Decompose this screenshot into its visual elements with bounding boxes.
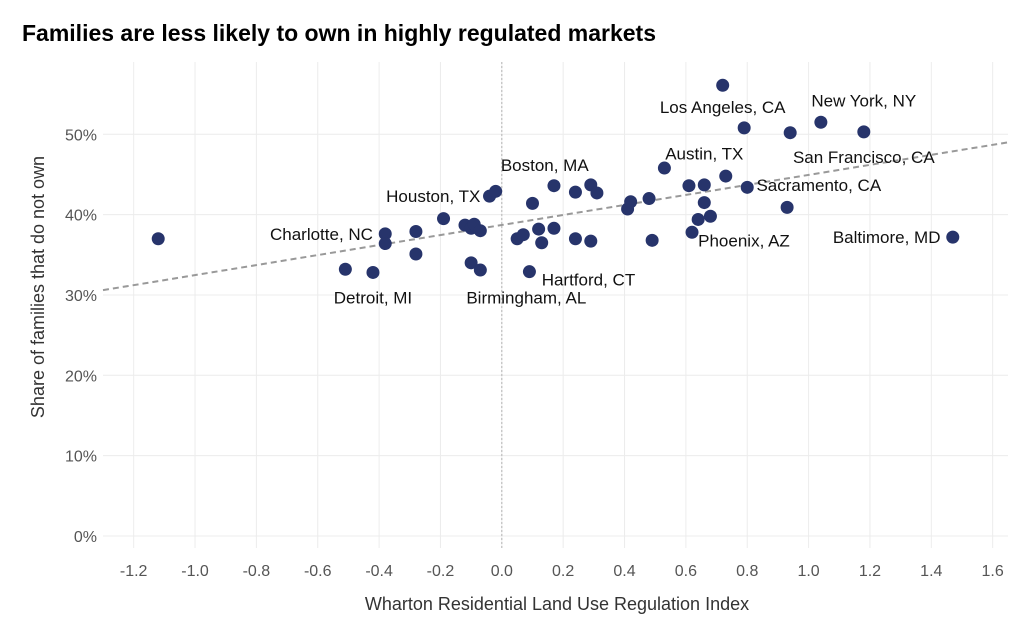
data-point	[437, 212, 451, 226]
data-point	[489, 184, 503, 198]
point-label: Hartford, CT	[542, 271, 636, 290]
annotations-layer: Los Angeles, CA New York, NY Austin, TX San…	[270, 92, 941, 308]
x-tick-label: 0.0	[491, 563, 513, 580]
point-label: Houston, TX	[386, 187, 480, 206]
data-point	[645, 233, 659, 247]
data-point	[685, 225, 699, 239]
x-tick-label: 1.0	[797, 563, 819, 580]
x-tick-label: -0.6	[304, 563, 332, 580]
data-point	[409, 247, 423, 261]
data-point	[522, 265, 536, 279]
data-point	[366, 265, 380, 279]
chart-title: Families are less likely to own in highl…	[22, 20, 657, 46]
x-tick-label: 1.4	[920, 563, 942, 580]
data-point	[568, 232, 582, 246]
data-point	[719, 169, 733, 183]
point-label: Sacramento, CA	[756, 176, 881, 195]
point-label: Baltimore, MD	[833, 228, 941, 247]
data-point	[682, 179, 696, 193]
x-tick-label: -0.8	[243, 563, 271, 580]
point-label: Charlotte, NC	[270, 225, 373, 244]
data-point	[697, 178, 711, 192]
data-point	[697, 196, 711, 210]
y-tick-label: 20%	[65, 368, 97, 385]
data-point	[409, 224, 423, 238]
x-tick-label: -1.0	[181, 563, 209, 580]
point-label: Los Angeles, CA	[660, 98, 786, 117]
data-point	[780, 200, 794, 214]
data-point	[737, 121, 751, 135]
point-label: Birmingham, AL	[466, 288, 586, 307]
data-point	[703, 209, 717, 223]
data-point	[547, 179, 561, 193]
data-point	[378, 227, 392, 241]
data-point	[464, 256, 478, 270]
data-point	[516, 228, 530, 242]
data-point	[740, 180, 754, 194]
x-tick-label: 0.6	[675, 563, 697, 580]
data-point	[642, 192, 656, 206]
y-axis-label: Share of families that do not own	[28, 156, 48, 418]
data-point	[657, 161, 671, 175]
data-point	[568, 185, 582, 199]
grid-layer	[103, 62, 1008, 548]
data-point	[378, 237, 392, 251]
x-tick-label: -0.2	[427, 563, 455, 580]
data-point	[590, 186, 604, 200]
point-label: Detroit, MI	[334, 288, 412, 307]
x-tick-label: 1.2	[859, 563, 881, 580]
data-point	[783, 126, 797, 140]
data-point	[473, 263, 487, 277]
trendline	[102, 141, 1009, 292]
y-tick-label: 0%	[74, 529, 97, 546]
x-tick-label: 1.6	[982, 563, 1004, 580]
data-point	[857, 125, 871, 139]
ticks-layer: -1.2 -1.0 -0.8 -0.6 -0.4 -0.2 0.0 0.2 0.4 0.6 0.8 1…	[65, 127, 1004, 580]
data-point	[691, 212, 705, 226]
x-tick-label: 0.2	[552, 563, 574, 580]
y-tick-label: 50%	[65, 127, 97, 144]
y-tick-label: 10%	[65, 449, 97, 466]
data-point	[814, 115, 828, 129]
trendline-layer	[102, 141, 1009, 292]
point-label: Boston, MA	[501, 156, 590, 175]
data-point	[946, 230, 960, 244]
data-point	[151, 232, 165, 246]
data-point	[338, 262, 352, 276]
data-point	[532, 222, 546, 236]
data-point	[584, 234, 598, 248]
y-tick-label: 40%	[65, 208, 97, 225]
x-tick-label: 0.8	[736, 563, 758, 580]
data-point	[473, 224, 487, 238]
data-point	[716, 78, 730, 92]
point-label: San Francisco, CA	[793, 148, 935, 167]
y-tick-label: 30%	[65, 288, 97, 305]
point-label: New York, NY	[811, 92, 916, 111]
point-label: Phoenix, AZ	[698, 231, 790, 250]
data-point	[624, 195, 638, 209]
points-layer	[151, 78, 960, 279]
data-point	[535, 236, 549, 250]
x-axis-label: Wharton Residential Land Use Regulation …	[365, 594, 749, 614]
point-label: Austin, TX	[665, 145, 743, 164]
data-point	[547, 221, 561, 235]
x-tick-label: 0.4	[613, 563, 635, 580]
data-point	[525, 196, 539, 210]
x-tick-label: -1.2	[120, 563, 148, 580]
x-tick-label: -0.4	[365, 563, 393, 580]
